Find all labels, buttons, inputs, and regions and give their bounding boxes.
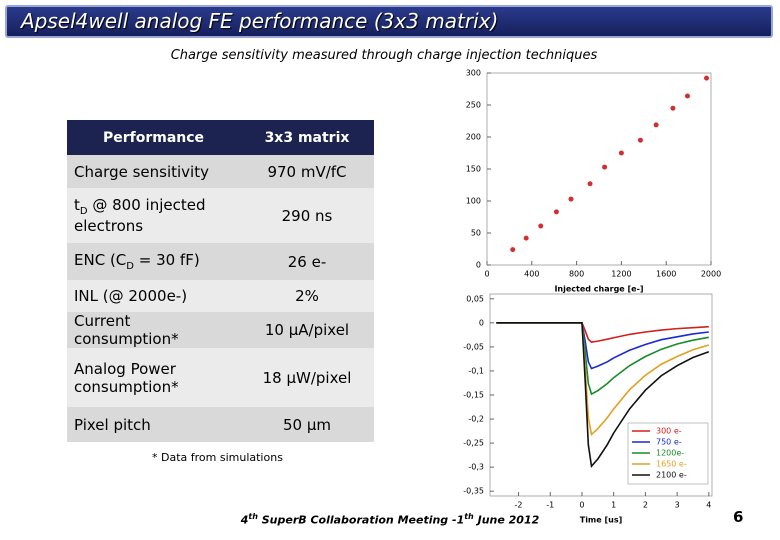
point	[568, 196, 574, 202]
cell-text: = 30 fF)	[133, 251, 200, 269]
point	[510, 247, 516, 253]
point	[553, 209, 559, 215]
x-tick-label: 2000	[701, 270, 721, 279]
cell-text: @ 800 injected electrons	[74, 196, 206, 235]
x-tick-label: 2	[643, 501, 648, 510]
point	[637, 137, 643, 143]
y-tick-label: -0,2	[468, 415, 484, 424]
x-tick-label: 800	[569, 270, 584, 279]
cell: 970 mV/fC	[240, 155, 374, 188]
header-cell: 3x3 matrix	[240, 120, 374, 155]
y-tick-label: 100	[466, 197, 481, 206]
cell: Analog Power consumption*	[67, 348, 240, 407]
y-tick-label: -0,35	[463, 487, 484, 496]
cell-text: ENC (C	[74, 251, 127, 269]
header-cell: Performance	[67, 120, 240, 155]
point	[670, 105, 676, 111]
cell-text: t	[74, 196, 80, 214]
y-tick-label: 50	[471, 229, 481, 238]
point	[704, 75, 710, 81]
x-tick-label: 1600	[656, 270, 676, 279]
y-tick-label: 0	[479, 318, 484, 327]
x-tick-label: 400	[524, 270, 539, 279]
y-tick-label: 150	[466, 165, 481, 174]
page-number: 6	[733, 508, 744, 526]
series-line	[496, 322, 710, 469]
point	[684, 93, 690, 99]
x-tick-label: 3	[675, 501, 680, 510]
cell: Current consumption*	[67, 312, 240, 348]
cell: 26 e-	[240, 243, 374, 280]
cell: 50 μm	[240, 407, 374, 442]
legend-label: 2100 e-	[656, 471, 687, 480]
y-tick-label: 250	[466, 101, 481, 110]
point	[523, 235, 529, 241]
footer-sup: th	[248, 512, 258, 521]
x-tick-label: 0	[579, 501, 584, 510]
y-tick-label: -0,15	[463, 391, 484, 400]
cell: INL (@ 2000e-)	[67, 280, 240, 312]
x-tick-label: 1	[611, 501, 616, 510]
cell: 10 μA/pixel	[240, 312, 374, 348]
x-tick-label: -1	[546, 501, 554, 510]
legend-label: 300 e-	[656, 427, 682, 436]
y-tick-label: 0,05	[466, 294, 484, 303]
cell: 2%	[240, 280, 374, 312]
cell-sub: D	[79, 206, 88, 217]
x-axis-label: Time [us]	[580, 516, 623, 525]
x-tick-label: 0	[484, 270, 489, 279]
point	[587, 181, 593, 187]
point	[618, 150, 624, 156]
x-tick-label: 4	[706, 501, 711, 510]
legend-label: 1200e-	[656, 449, 684, 458]
footer-text: 4	[240, 513, 249, 527]
y-tick-label: -0,05	[463, 342, 484, 351]
y-tick-label: -0,25	[463, 439, 484, 448]
cell-sub: D	[126, 261, 134, 272]
y-tick-label: 300	[466, 69, 481, 78]
cell: ENC (CD = 30 fF)	[67, 243, 240, 280]
footer-text: June 2012	[473, 513, 540, 527]
y-tick-label: -0,1	[468, 366, 484, 375]
y-tick-label: 200	[466, 133, 481, 142]
x-tick-label: -2	[515, 501, 523, 510]
y-tick-label: -0,3	[468, 463, 484, 472]
cell: tD @ 800 injected electrons	[67, 188, 240, 243]
title: Apsel4well analog FE performance (3x3 ma…	[5, 5, 773, 38]
cell: Charge sensitivity	[67, 155, 240, 188]
cell: 18 μW/pixel	[240, 348, 374, 407]
performance-table: Performance 3x3 matrix Charge sensitivity…	[67, 120, 374, 442]
x-tick-label: 1200	[611, 270, 631, 279]
cell: 290 ns	[240, 188, 374, 243]
point	[602, 164, 608, 170]
footer-text: SuperB Collaboration Meeting -1	[257, 513, 465, 527]
footnote: * Data from simulations	[152, 451, 283, 464]
legend-label: 750 e-	[656, 438, 682, 447]
subtitle: Charge sensitivity measured through char…	[170, 48, 598, 63]
y-tick-label: 0	[476, 261, 481, 270]
footer-sup: th	[464, 512, 474, 521]
x-axis-label: Injected charge [e-]	[554, 285, 643, 294]
plot-frame	[486, 72, 712, 266]
point	[653, 122, 659, 128]
footer: 4th SuperB Collaboration Meeting -1th Ju…	[220, 512, 560, 527]
point	[538, 223, 544, 229]
legend-label: 1650 e-	[656, 460, 687, 469]
cell: Pixel pitch	[67, 407, 240, 442]
